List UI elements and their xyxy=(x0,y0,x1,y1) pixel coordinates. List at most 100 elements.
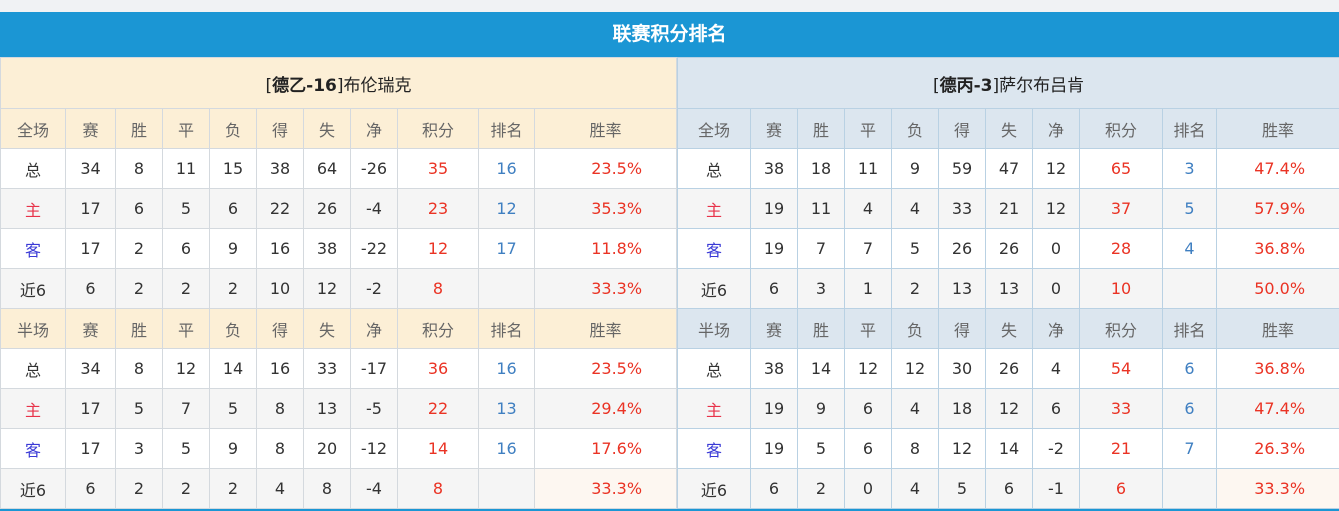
col-rank: 排名 xyxy=(478,308,535,349)
cell-goals-against: 13 xyxy=(303,388,351,429)
cell-goals-for: 30 xyxy=(938,348,986,389)
table-row: 客 17 2 6 9 16 38 -22 12 17 11.8% xyxy=(0,228,678,269)
cell-goals-against: 38 xyxy=(303,228,351,269)
cell-goal-diff: 12 xyxy=(1032,188,1080,229)
cell-drawn: 6 xyxy=(844,428,892,469)
col-goal-diff: 净 xyxy=(1032,108,1080,149)
cell-won: 2 xyxy=(115,268,163,309)
column-header-row: 全场赛胜平负得失净积分 排名 胜率 xyxy=(0,108,678,149)
table-row: 主 19 9 6 4 18 12 6 33 6 47.4% xyxy=(677,388,1339,429)
cell-rank: 5 xyxy=(1162,188,1217,229)
col-points: 积分 xyxy=(1079,108,1163,149)
cell-goals-against: 21 xyxy=(985,188,1033,229)
cell-label: 近6 xyxy=(677,468,751,509)
cell-played: 6 xyxy=(65,268,116,309)
cell-rank: 17 xyxy=(478,228,535,269)
cell-lost: 14 xyxy=(209,348,257,389)
cell-points: 36 xyxy=(397,348,479,389)
table-row: 总 38 18 11 9 59 47 12 65 3 47.4% xyxy=(677,148,1339,189)
cell-goal-diff: 0 xyxy=(1032,268,1080,309)
standings-table: [德丙-3]萨尔布吕肯 全场赛胜平负得失净积分 排名 胜率总 38 18 11 9 59 47 12… xyxy=(676,57,1339,509)
cell-goals-against: 12 xyxy=(303,268,351,309)
cell-won: 11 xyxy=(797,188,845,229)
cell-goal-diff: -2 xyxy=(350,268,398,309)
cell-drawn: 1 xyxy=(844,268,892,309)
cell-won: 14 xyxy=(797,348,845,389)
col-label: 全场 xyxy=(677,108,751,149)
cell-win-rate: 23.5% xyxy=(533,148,678,189)
cell-played: 17 xyxy=(65,388,116,429)
col-label: 半场 xyxy=(0,308,66,349)
cell-won: 3 xyxy=(115,428,163,469)
cell-lost: 9 xyxy=(209,228,257,269)
cell-win-rate: 23.5% xyxy=(533,348,678,389)
cell-goal-diff: 12 xyxy=(1032,148,1080,189)
cell-goals-against: 47 xyxy=(985,148,1033,189)
col-lost: 负 xyxy=(209,108,257,149)
cell-win-rate: 33.3% xyxy=(533,268,678,309)
table-row: 近6 6 2 0 4 5 6 -1 6 33.3% xyxy=(677,468,1339,509)
cell-drawn: 6 xyxy=(162,228,210,269)
cell-goals-against: 26 xyxy=(985,228,1033,269)
table-row: 近6 6 2 2 2 4 8 -4 8 33.3% xyxy=(0,468,678,509)
table-row: 客 19 7 7 5 26 26 0 28 4 36.8% xyxy=(677,228,1339,269)
cell-played: 19 xyxy=(750,188,798,229)
cell-label: 客 xyxy=(0,428,66,469)
cell-lost: 2 xyxy=(209,468,257,509)
col-win-rate: 胜率 xyxy=(1215,108,1339,149)
col-won: 胜 xyxy=(115,108,163,149)
cell-drawn: 11 xyxy=(162,148,210,189)
cell-lost: 5 xyxy=(891,228,939,269)
cell-goal-diff: -5 xyxy=(350,388,398,429)
cell-rank: 16 xyxy=(478,348,535,389)
bracket: [ xyxy=(265,75,273,96)
cell-rank: 16 xyxy=(478,148,535,189)
cell-lost: 6 xyxy=(209,188,257,229)
col-goals-for: 得 xyxy=(256,108,304,149)
cell-won: 3 xyxy=(797,268,845,309)
cell-won: 5 xyxy=(115,388,163,429)
cell-lost: 9 xyxy=(209,428,257,469)
cell-won: 9 xyxy=(797,388,845,429)
cell-goals-for: 38 xyxy=(256,148,304,189)
cell-points: 14 xyxy=(397,428,479,469)
col-lost: 负 xyxy=(209,308,257,349)
cell-win-rate: 26.3% xyxy=(1215,428,1339,469)
cell-win-rate: 47.4% xyxy=(1215,148,1339,189)
cell-drawn: 7 xyxy=(162,388,210,429)
cell-lost: 4 xyxy=(891,468,939,509)
cell-goals-against: 12 xyxy=(985,388,1033,429)
column-header-row: 半场赛胜平负得失净积分 排名 胜率 xyxy=(0,308,678,349)
col-played: 赛 xyxy=(65,308,116,349)
cell-rank: 13 xyxy=(478,388,535,429)
table-row: 客 19 5 6 8 12 14 -2 21 7 26.3% xyxy=(677,428,1339,469)
cell-goal-diff: 0 xyxy=(1032,228,1080,269)
cell-played: 34 xyxy=(65,148,116,189)
cell-goals-against: 20 xyxy=(303,428,351,469)
col-won: 胜 xyxy=(797,108,845,149)
cell-points: 22 xyxy=(397,388,479,429)
cell-goals-for: 8 xyxy=(256,388,304,429)
cell-lost: 5 xyxy=(209,388,257,429)
cell-points: 65 xyxy=(1079,148,1163,189)
col-win-rate: 胜率 xyxy=(533,108,678,149)
cell-rank: 3 xyxy=(1162,148,1217,189)
col-goals-for: 得 xyxy=(938,108,986,149)
cell-points: 33 xyxy=(1079,388,1163,429)
cell-goals-against: 33 xyxy=(303,348,351,389)
col-points: 积分 xyxy=(397,108,479,149)
col-goals-against: 失 xyxy=(303,308,351,349)
cell-points: 6 xyxy=(1079,468,1163,509)
cell-played: 6 xyxy=(65,468,116,509)
cell-label: 客 xyxy=(0,228,66,269)
cell-rank: 4 xyxy=(1162,228,1217,269)
table-row: 客 17 3 5 9 8 20 -12 14 16 17.6% xyxy=(0,428,678,469)
cell-win-rate: 47.4% xyxy=(1215,388,1339,429)
cell-label: 总 xyxy=(677,148,751,189)
cell-goals-for: 16 xyxy=(256,228,304,269)
cell-win-rate: 29.4% xyxy=(533,388,678,429)
col-played: 赛 xyxy=(750,108,798,149)
bracket: ] xyxy=(992,75,1000,96)
cell-won: 18 xyxy=(797,148,845,189)
standings-title: 联赛积分排名 xyxy=(0,12,1339,57)
